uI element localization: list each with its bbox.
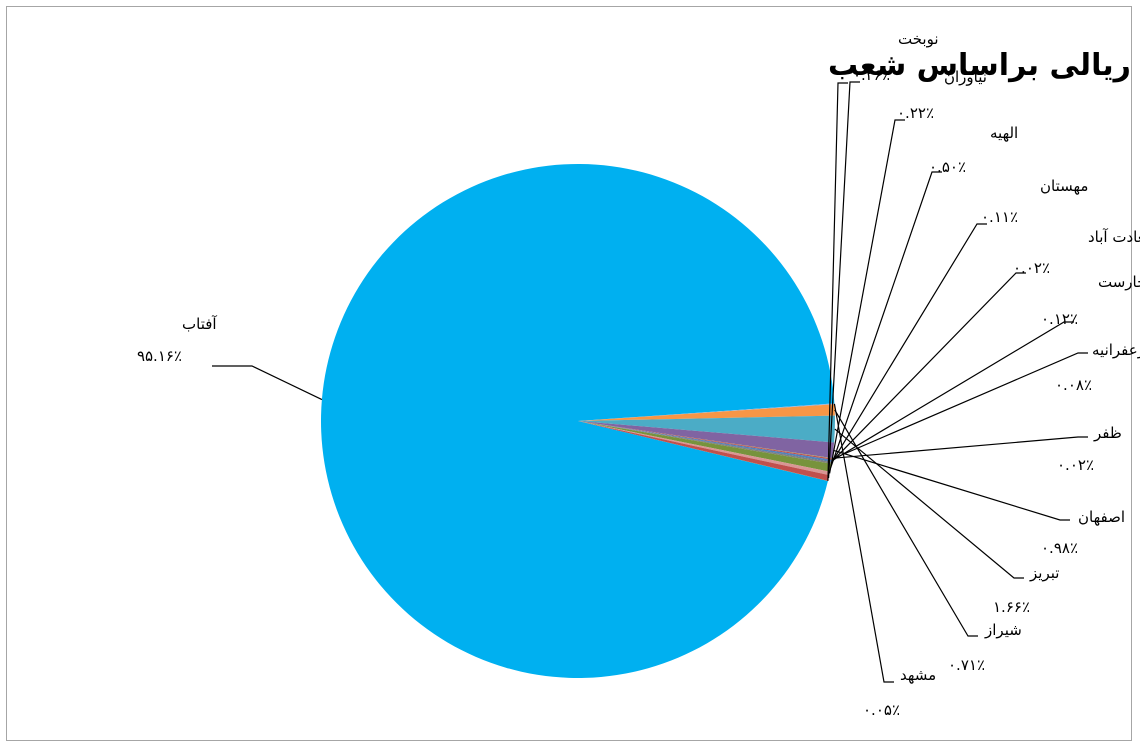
slice-name-6: ظفر [1093,424,1122,442]
slice-name-4: تبریز [1029,564,1059,582]
slice-name-11: مهستان [1040,177,1088,195]
pie-slices [320,164,835,678]
leader-line-13 [827,81,860,479]
chart-title: تمرکز کل تسهیلات ریالی براساس شعب [828,48,1140,83]
leader-line-6 [832,436,1088,459]
pie-slice-13 [578,421,830,481]
pie-slice-1 [320,164,835,678]
slice-value-1: ۹۵.۱۶٪ [137,347,182,365]
pie-slice-4 [578,415,835,443]
slice-name-10: سعادت آباد [1088,228,1140,246]
leader-line-4 [834,428,1024,579]
slice-value-4: ۱.۶۶٪ [993,598,1030,616]
leader-line-14 [827,82,848,481]
pie-slice-5 [578,421,835,459]
slice-value-12: ۰.۲۲٪ [897,104,934,122]
pie-slice-3 [578,404,835,421]
slice-name-5: اصفهان [1078,508,1125,526]
slice-name-9: بخارست [1098,273,1140,291]
leader-line-12 [829,119,905,474]
pie-slice-14 [578,421,828,481]
slice-value-10: ۰.۱۱٪ [981,208,1018,226]
leader-line-5 [833,449,1070,521]
slice-value-11: ۰.۵۰٪ [929,158,966,176]
slice-value-9: ۰.۰۲٪ [1013,259,1050,277]
slice-name-1: آفتاب [182,315,217,333]
leader-line-1 [212,365,323,401]
leader-line-9 [831,272,1026,463]
pie-slice-6 [578,421,833,459]
leader-lines [212,81,1088,683]
pie-slice-11 [578,421,832,472]
pie-slice-9 [578,421,832,463]
leader-line-3 [834,409,978,637]
pie-slice-8 [578,421,833,462]
slice-name-13: نیاوران [944,68,987,86]
slice-name-3: شیراز [984,621,1022,639]
leader-line-7 [831,352,1088,460]
slice-value-3: ۰.۷۱٪ [948,656,985,674]
slice-value-13: ۰.۳۶٪ [853,66,890,84]
pie-slice-12 [578,421,830,476]
pie-slice-2 [578,403,835,421]
slice-name-7: زعفرانیه [1092,341,1140,359]
slice-value-6: ۰.۰۲٪ [1057,456,1094,474]
slice-value-5: ۰.۹۸٪ [1041,539,1078,557]
slice-name-14: نوبخت [898,30,939,48]
leader-line-2 [833,403,894,683]
leader-line-8 [831,321,1074,462]
slice-value-2: ۰.۰۵٪ [863,701,900,719]
slice-name-12: الهیه [990,124,1018,142]
pie-slice-10 [578,421,832,464]
leader-line-10 [831,223,987,464]
pie-slice-7 [578,421,833,460]
leader-line-11 [830,171,942,468]
slice-value-8: ۰.۱۲٪ [1041,310,1078,328]
slice-value-7: ۰.۰۸٪ [1055,376,1092,394]
slice-name-2: مشهد [900,666,936,684]
